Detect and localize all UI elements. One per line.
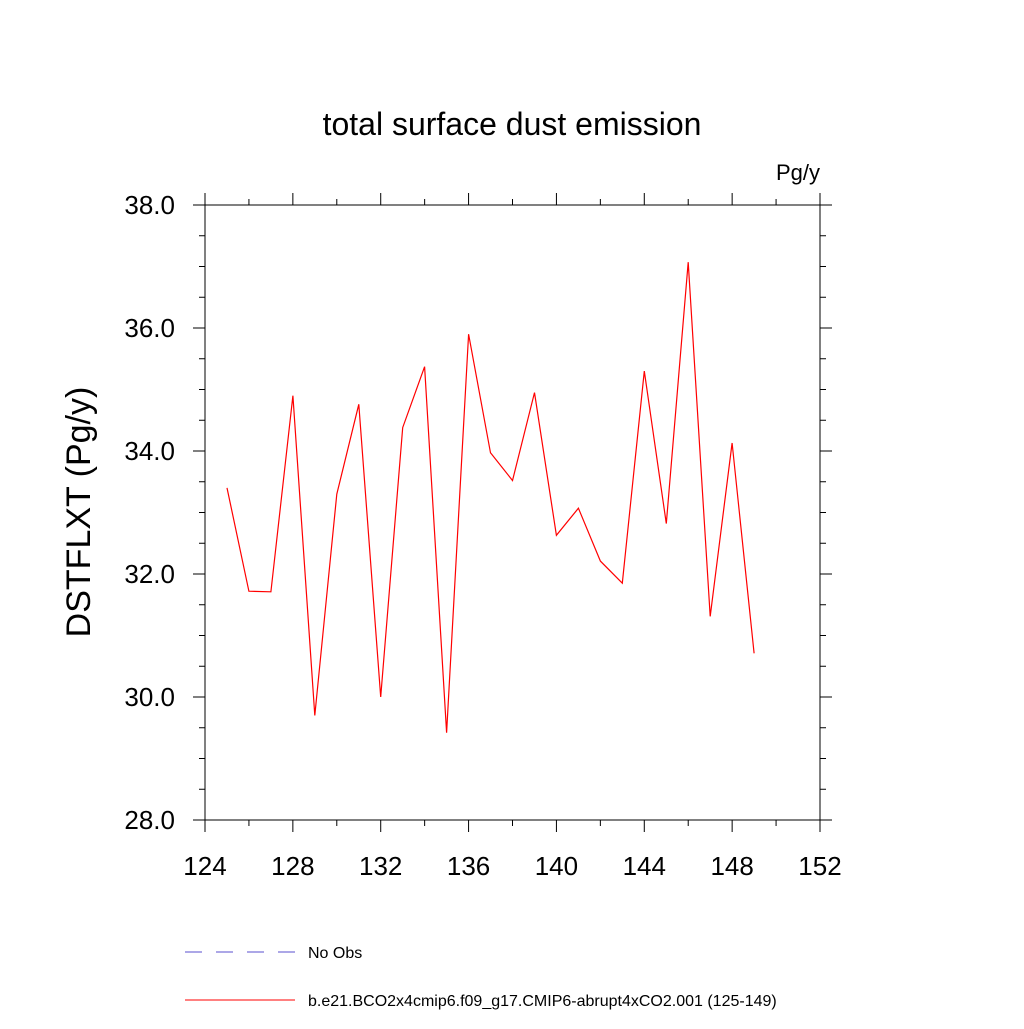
y-tick-label: 32.0 [124, 559, 175, 589]
x-tick-label: 144 [623, 851, 666, 881]
axes: 124 128 132 136 140 144 148 152 28.0 30.0 32.0 34.0… [124, 190, 841, 881]
legend-label: No Obs [308, 945, 362, 962]
legend: No Obs b.e21.BCO2x4cmip6.f09_g17.CMIP6-ab… [185, 945, 777, 1010]
y-tick-label: 34.0 [124, 436, 175, 466]
series-layer [226, 262, 755, 733]
x-tick-label: 136 [447, 851, 490, 881]
x-tick-label: 152 [798, 851, 841, 881]
y-tick-label: 30.0 [124, 682, 175, 712]
y-axis-label: DSTFLXT (Pg/y) [60, 387, 98, 638]
units-label: Pg/y [776, 160, 820, 185]
y-tick-label: 36.0 [124, 313, 175, 343]
chart-title: total surface dust emission [323, 106, 702, 142]
y-tick-label: 38.0 [124, 190, 175, 220]
series-line [226, 262, 755, 733]
y-tick-label: 28.0 [124, 805, 175, 835]
x-tick-label: 148 [710, 851, 753, 881]
x-tick-label: 140 [535, 851, 578, 881]
x-tick-label: 128 [271, 851, 314, 881]
x-tick-label: 132 [359, 851, 402, 881]
plot-frame [204, 204, 821, 821]
legend-label: b.e21.BCO2x4cmip6.f09_g17.CMIP6-abrupt4x… [308, 993, 777, 1010]
x-tick-label: 124 [183, 851, 226, 881]
